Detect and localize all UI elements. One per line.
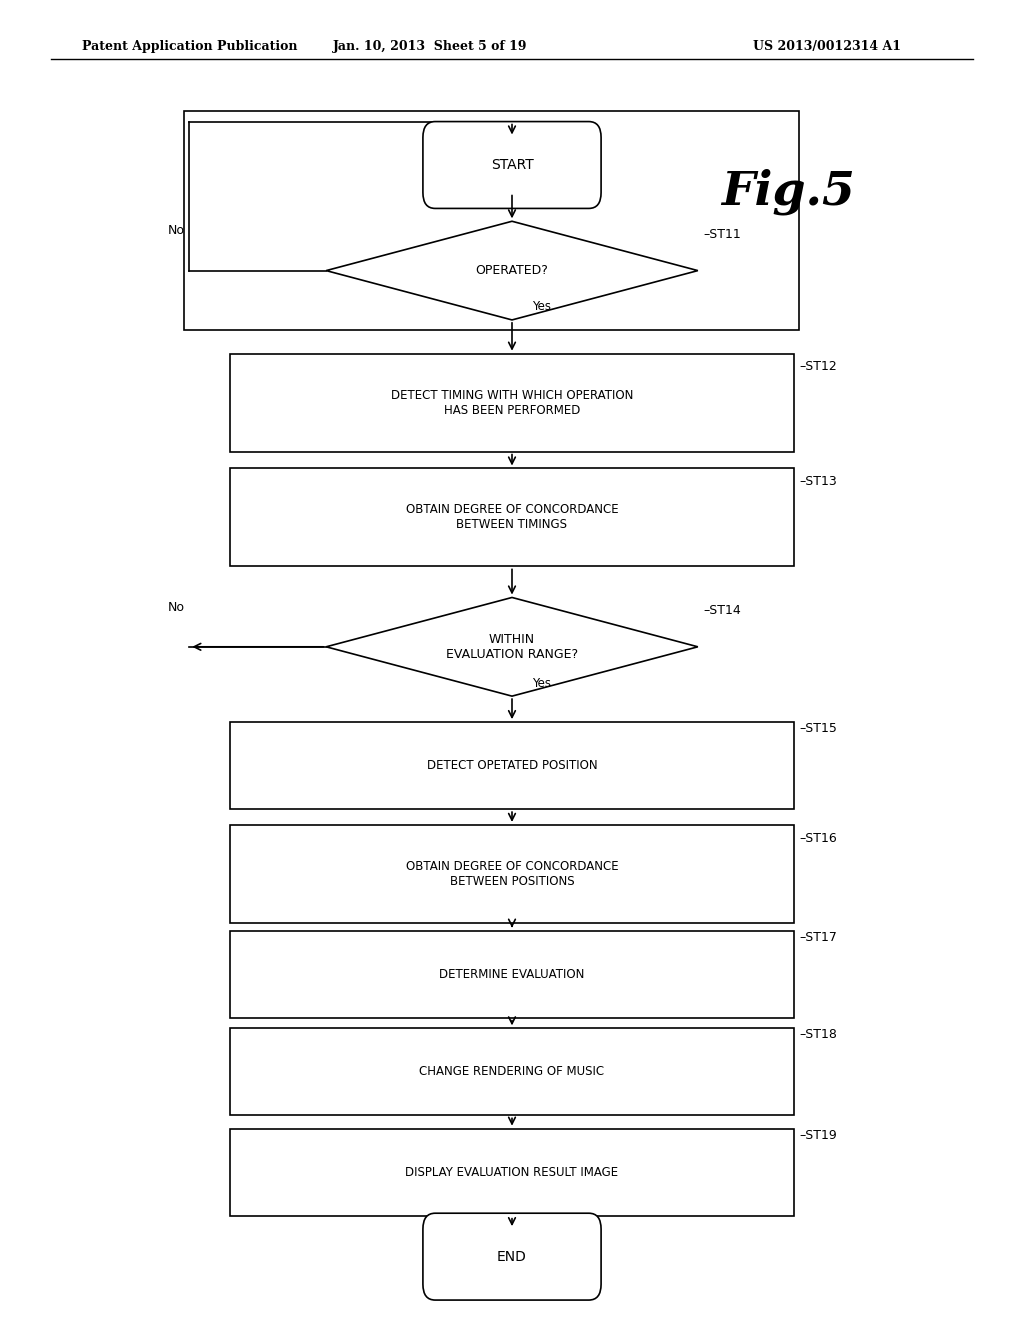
FancyBboxPatch shape bbox=[230, 931, 795, 1018]
Text: –ST15: –ST15 bbox=[799, 722, 837, 735]
Text: DETERMINE EVALUATION: DETERMINE EVALUATION bbox=[439, 968, 585, 981]
Text: Patent Application Publication: Patent Application Publication bbox=[82, 40, 297, 53]
Text: No: No bbox=[167, 224, 184, 238]
Text: –ST11: –ST11 bbox=[702, 228, 740, 242]
FancyBboxPatch shape bbox=[230, 1129, 795, 1216]
Text: –ST14: –ST14 bbox=[702, 605, 740, 618]
FancyBboxPatch shape bbox=[230, 825, 795, 923]
Bar bbox=[184, 111, 799, 330]
Text: –ST16: –ST16 bbox=[799, 832, 837, 845]
Text: OBTAIN DEGREE OF CONCORDANCE
BETWEEN TIMINGS: OBTAIN DEGREE OF CONCORDANCE BETWEEN TIM… bbox=[406, 503, 618, 532]
Text: Jan. 10, 2013  Sheet 5 of 19: Jan. 10, 2013 Sheet 5 of 19 bbox=[333, 40, 527, 53]
Text: –ST13: –ST13 bbox=[799, 475, 837, 488]
Text: CHANGE RENDERING OF MUSIC: CHANGE RENDERING OF MUSIC bbox=[420, 1065, 604, 1078]
Text: –ST18: –ST18 bbox=[799, 1028, 837, 1041]
Text: Fig.5: Fig.5 bbox=[722, 168, 855, 215]
Text: OBTAIN DEGREE OF CONCORDANCE
BETWEEN POSITIONS: OBTAIN DEGREE OF CONCORDANCE BETWEEN POS… bbox=[406, 859, 618, 888]
Text: US 2013/0012314 A1: US 2013/0012314 A1 bbox=[753, 40, 901, 53]
Text: START: START bbox=[490, 158, 534, 172]
Text: DETECT TIMING WITH WHICH OPERATION
HAS BEEN PERFORMED: DETECT TIMING WITH WHICH OPERATION HAS B… bbox=[391, 388, 633, 417]
Text: –ST12: –ST12 bbox=[799, 360, 837, 374]
Text: WITHIN
EVALUATION RANGE?: WITHIN EVALUATION RANGE? bbox=[445, 632, 579, 661]
Text: No: No bbox=[167, 601, 184, 614]
Polygon shape bbox=[326, 598, 698, 696]
Text: DISPLAY EVALUATION RESULT IMAGE: DISPLAY EVALUATION RESULT IMAGE bbox=[406, 1166, 618, 1179]
FancyBboxPatch shape bbox=[230, 722, 795, 809]
Text: DETECT OPETATED POSITION: DETECT OPETATED POSITION bbox=[427, 759, 597, 772]
Text: Yes: Yes bbox=[532, 301, 552, 313]
FancyBboxPatch shape bbox=[230, 354, 795, 451]
Text: OPERATED?: OPERATED? bbox=[475, 264, 549, 277]
Text: –ST17: –ST17 bbox=[799, 931, 837, 944]
FancyBboxPatch shape bbox=[230, 1028, 795, 1115]
Polygon shape bbox=[326, 222, 698, 319]
Text: END: END bbox=[497, 1250, 527, 1263]
FancyBboxPatch shape bbox=[423, 121, 601, 209]
FancyBboxPatch shape bbox=[423, 1213, 601, 1300]
FancyBboxPatch shape bbox=[230, 469, 795, 566]
Text: –ST19: –ST19 bbox=[799, 1129, 837, 1142]
Text: Yes: Yes bbox=[532, 677, 552, 689]
